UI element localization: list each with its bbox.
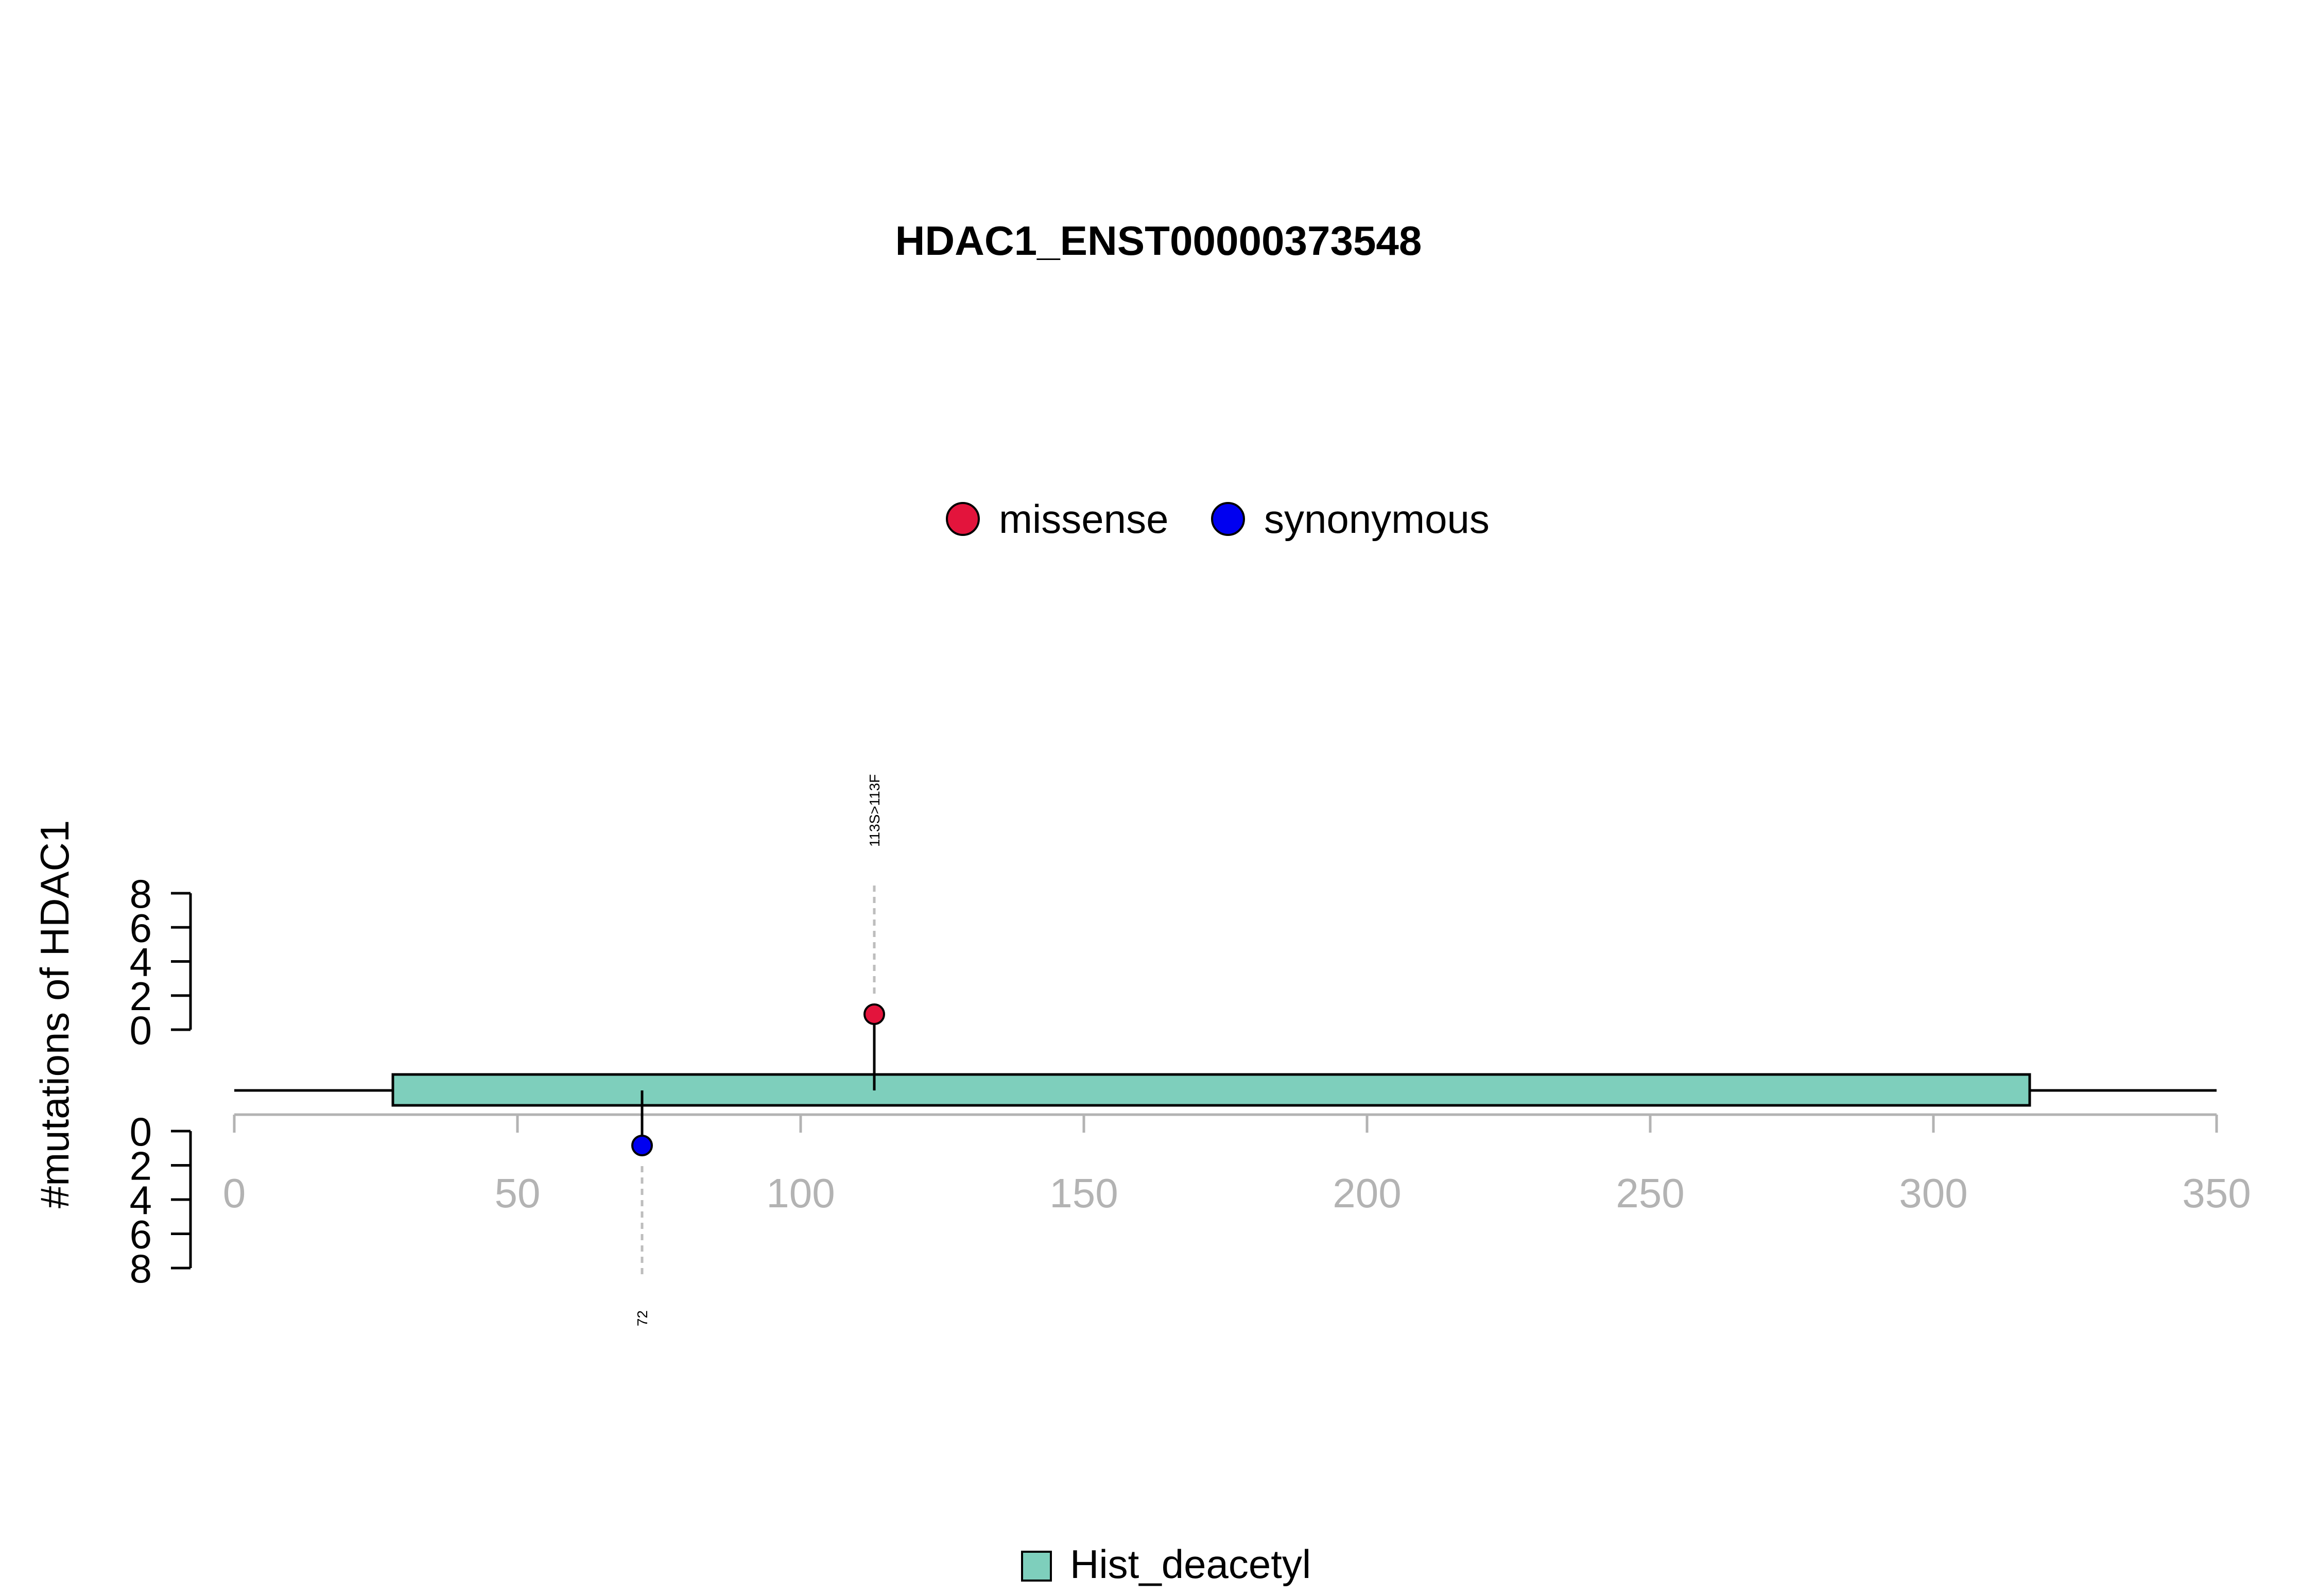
y-bottom-tick-label: 2: [130, 1143, 152, 1189]
x-tick-label: 350: [2182, 1170, 2251, 1216]
y-axis-label: #mutations of HDAC1: [32, 820, 77, 1208]
protein-backbone: [234, 1073, 2217, 1107]
y-bottom-tick-label: 0: [130, 1109, 152, 1154]
y-top-tick-label: 6: [130, 905, 152, 950]
y-top-tick-label: 8: [130, 871, 152, 916]
mutation-point: [863, 1003, 885, 1025]
mutation-points: [631, 1003, 885, 1156]
legend-missense-marker: [946, 502, 980, 536]
top-legend: missense synonymous: [946, 496, 1490, 542]
legend-missense-label: missense: [999, 496, 1168, 542]
x-tick-label: 250: [1616, 1170, 1684, 1216]
mutation-point: [631, 1135, 653, 1156]
bottom-legend: Hist_deacetyl: [1021, 1541, 1311, 1587]
chart-title: HDAC1_ENST00000373548: [895, 218, 1422, 264]
x-tick-label: 100: [766, 1170, 835, 1216]
y-top-tick-label: 0: [130, 1008, 152, 1053]
y-top-tick-label: 2: [130, 974, 152, 1019]
legend-hist-deacetyl-label: Hist_deacetyl: [1070, 1541, 1311, 1587]
x-axis: 0 50 100 150 200 250 300 350: [223, 1113, 2251, 1216]
x-tick-label: 150: [1049, 1170, 1118, 1216]
x-tick-label: 50: [495, 1170, 541, 1216]
legend-synonymous-marker: [1211, 502, 1245, 536]
mutation-labels: 113S>113F 72: [634, 774, 883, 1327]
y-bottom-tick-label: 6: [130, 1212, 152, 1257]
domain-hist-deacetyl: [391, 1073, 2031, 1107]
mutation-label: 113S>113F: [867, 774, 883, 847]
x-tick-label: 0: [223, 1170, 246, 1216]
y-bottom-tick-label: 8: [130, 1246, 152, 1291]
legend-hist-deacetyl-swatch: [1021, 1551, 1052, 1582]
mutation-label: 72: [634, 1310, 650, 1326]
y-top-tick-label: 4: [130, 940, 152, 985]
y-bottom-tick-label: 4: [130, 1177, 152, 1223]
x-tick-label: 200: [1333, 1170, 1401, 1216]
legend-synonymous-label: synonymous: [1264, 496, 1490, 542]
x-tick-label: 300: [1899, 1170, 1967, 1216]
